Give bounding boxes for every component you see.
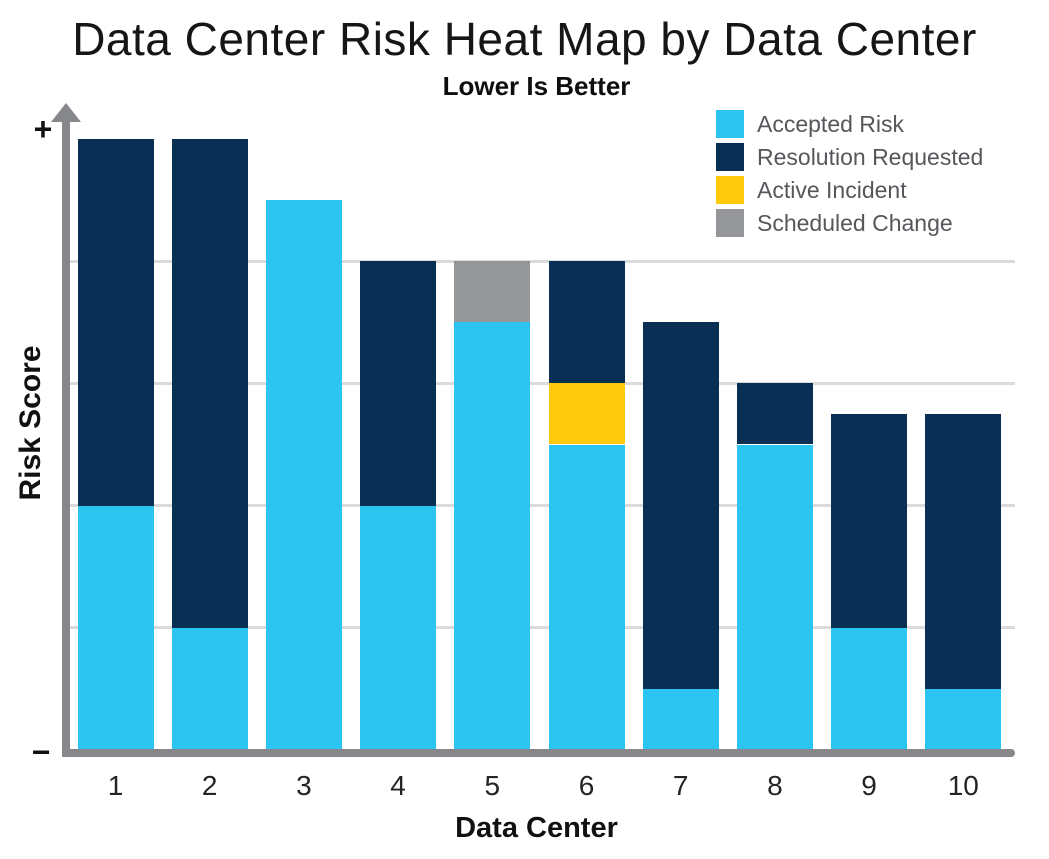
x-tick-label: 9 <box>861 770 877 801</box>
bar-segment-accepted-risk <box>642 688 719 750</box>
x-axis-title: Data Center <box>455 812 618 844</box>
x-tick-label: 4 <box>390 770 406 801</box>
bar-segment-resolution-requested <box>171 139 248 628</box>
x-tick-label: 5 <box>484 770 501 801</box>
legend-label: Active Incident <box>757 176 907 203</box>
x-tick-label: 1 <box>107 770 124 801</box>
bar-segment-active-incident <box>548 383 625 445</box>
bar-segment-accepted-risk <box>265 200 342 750</box>
x-tick-label: 6 <box>578 770 595 801</box>
bar-segment-resolution-requested <box>360 261 437 506</box>
gridline <box>62 504 1015 508</box>
legend: Accepted Risk Resolution Requested Active … <box>716 110 983 237</box>
x-tick-label: 2 <box>201 770 218 801</box>
gridline <box>62 259 1015 263</box>
x-tick-label: 8 <box>767 770 783 801</box>
y-axis-title: Risk Score <box>14 345 47 501</box>
x-tick-label: 3 <box>296 770 312 801</box>
legend-item: Scheduled Change <box>716 209 983 237</box>
bar-segment-accepted-risk <box>831 627 908 750</box>
legend-label: Resolution Requested <box>757 143 984 170</box>
chart-subtitle: Lower Is Better <box>442 71 631 101</box>
legend-swatch-icon <box>716 209 744 237</box>
legend-swatch-icon <box>716 143 744 171</box>
bar-segment-resolution-requested <box>831 413 908 628</box>
x-tick-label: 10 <box>947 770 979 801</box>
bar-segment-resolution-requested <box>642 322 719 689</box>
y-axis-min-symbol: − <box>31 734 51 770</box>
bar-segment-scheduled-change <box>454 261 531 323</box>
y-axis-max-symbol: + <box>33 111 53 147</box>
x-axis <box>62 749 1015 757</box>
legend-swatch-icon <box>716 110 744 138</box>
legend-label: Scheduled Change <box>757 209 953 236</box>
legend-item: Accepted Risk <box>716 110 983 138</box>
x-tick-label: 7 <box>672 770 689 801</box>
y-axis-arrow-icon <box>51 103 81 122</box>
legend-swatch-icon <box>716 176 744 204</box>
y-axis <box>62 121 70 757</box>
bar-segment-accepted-risk <box>736 444 813 750</box>
bar-segment-accepted-risk <box>548 444 625 750</box>
legend-item: Active Incident <box>716 176 983 204</box>
bar-segment-accepted-risk <box>454 322 531 750</box>
bar-segment-accepted-risk <box>925 688 1002 750</box>
bar-segment-resolution-requested <box>925 413 1002 689</box>
bar-segment-accepted-risk <box>171 627 248 750</box>
legend-item: Resolution Requested <box>716 143 983 171</box>
bar-segment-resolution-requested <box>77 139 154 506</box>
chart-title: Data Center Risk Heat Map by Data Center <box>72 13 977 65</box>
bar-segment-resolution-requested <box>736 383 813 445</box>
gridline <box>62 381 1015 385</box>
bar-segment-accepted-risk <box>77 505 154 750</box>
legend-label: Accepted Risk <box>757 110 905 137</box>
bar-segment-accepted-risk <box>360 505 437 750</box>
gridline <box>62 626 1015 630</box>
bar-segment-resolution-requested <box>548 261 625 384</box>
